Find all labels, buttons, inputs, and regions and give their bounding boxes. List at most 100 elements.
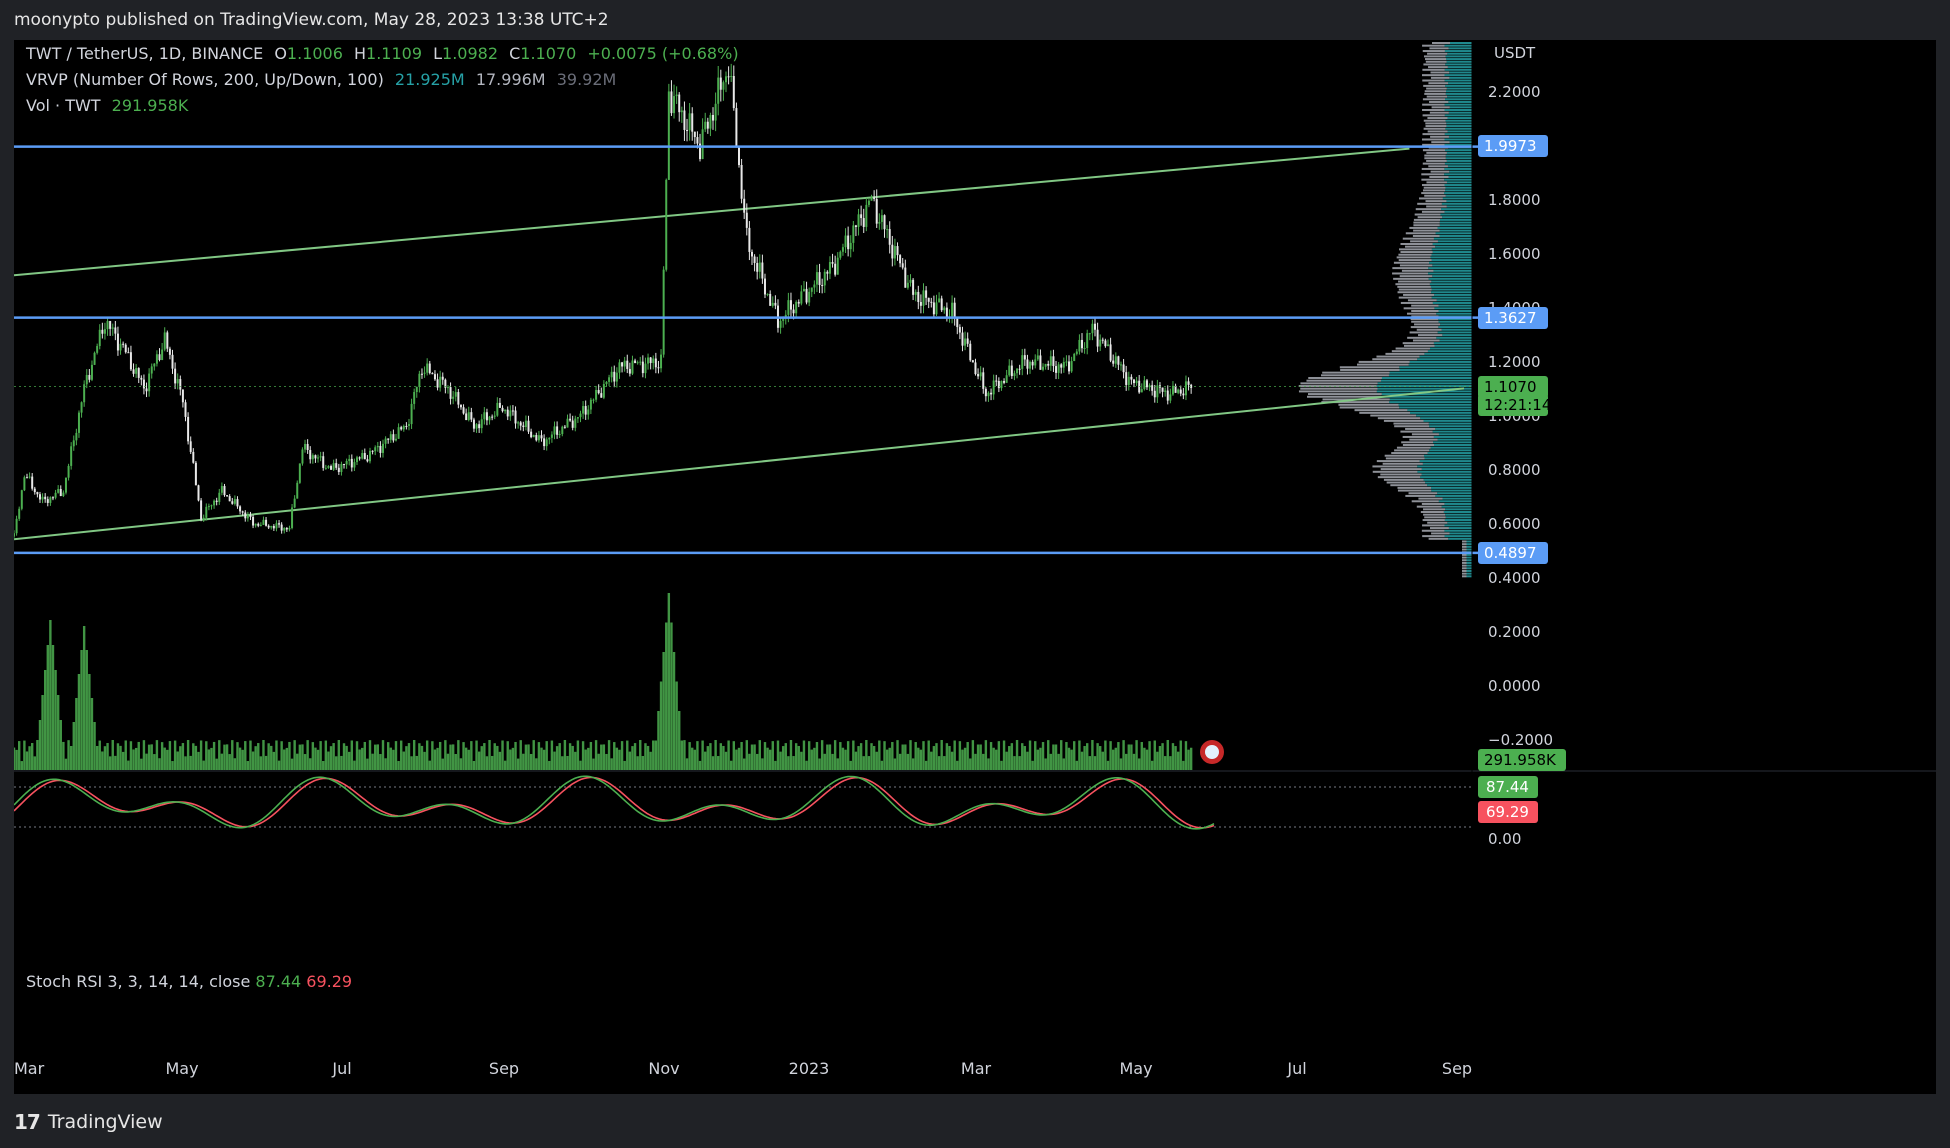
volume-bar [436,747,439,770]
candle-body [98,329,101,347]
candle-body [436,379,439,388]
volume-bar [742,758,746,770]
candle-body [1081,339,1084,349]
vrvp-row-up [1466,540,1472,543]
candle-body [545,439,548,447]
stoch-legend[interactable]: Stoch RSI 3, 3, 14, 14, close 87.44 69.2… [26,972,352,991]
volume-bar [815,742,819,770]
candle-body [163,332,166,350]
volume-bar [163,747,166,770]
vrvp-legend[interactable]: VRVP (Number Of Rows, 200, Up/Down, 100)… [26,70,622,89]
volume-bar [792,756,795,770]
vrvp-row-down [1462,575,1467,578]
vrvp-row-down [1428,82,1449,85]
volume-bar [173,740,177,770]
volume-bar [561,756,564,770]
vrvp-row-up [1445,186,1472,189]
volume-bar [285,747,289,770]
stoch-value-text: 87.44 [1486,778,1529,796]
vrvp-row-down [1418,334,1443,337]
volume-bar [493,743,496,770]
volume-bar [75,698,78,770]
stoch-label[interactable]: Stoch RSI 3, 3, 14, 14, close [26,972,251,991]
candle-body [25,477,28,479]
candle-body [974,362,977,375]
volume-bar [1148,741,1151,770]
candle-body [938,298,941,303]
candle-body [779,320,782,328]
candle-body [496,402,499,416]
vrvp-row-up [1444,173,1472,176]
candle-body [727,76,730,78]
volume-bar [558,743,561,770]
vrvp-row-up [1433,342,1472,345]
candle-body [194,462,197,486]
candle-body [392,434,395,441]
volume-bar [878,740,881,770]
volume-bar [412,740,416,770]
vrvp-row-down [1422,109,1445,111]
volume-bar [1065,742,1068,770]
vrvp-row-down [1426,95,1448,98]
volume-label[interactable]: Vol · TWT [26,96,101,115]
candle-body [244,512,247,519]
candle-body [527,420,530,432]
stoch-k-line [14,775,1215,830]
candle-body [841,247,844,252]
vrvp-row-down [1393,261,1430,264]
symbol-legend[interactable]: TWT / TetherUS, 1D, BINANCE O1.1006 H1.1… [26,44,745,63]
vrvp-row-down [1423,513,1446,516]
time-axis-label: Mar [14,1059,45,1078]
vrvp-label[interactable]: VRVP (Number Of Rows, 200, Up/Down, 100) [26,70,384,89]
candle-body [992,380,995,395]
vrvp-row-down [1422,143,1445,146]
vrvp-row-down [1398,288,1432,291]
candle-body [600,393,603,398]
vrvp-row-down [1397,285,1431,288]
vrvp-row-down [1422,44,1445,47]
price-tick-label: 0.0000 [1488,677,1541,695]
vrvp-row-up [1439,224,1472,227]
candle-body [511,410,514,412]
candle-body [592,399,595,401]
candle-body [330,466,333,470]
candle-body [706,121,709,129]
price-tick-label: 0.6000 [1488,515,1541,533]
vrvp-row-up [1407,409,1472,412]
vrvp-row-up [1399,368,1472,371]
volume-bar [781,746,785,770]
volume-bar [1117,742,1120,770]
candle-body [828,262,831,274]
vrvp-row-down [1410,326,1439,329]
vrvp-row-up [1427,484,1472,487]
volume-bar [88,674,91,770]
candle-body [1171,385,1174,395]
vrvp-row-up [1433,441,1472,444]
candle-body [501,407,504,412]
vrvp-row-down [1358,360,1410,363]
vrvp-row-down [1462,572,1467,575]
vrvp-row-down [1385,352,1425,355]
volume-bar [202,760,205,770]
candle-body [930,301,933,303]
chart-svg[interactable]: USDT2.20001.80001.60001.40001.20001.0000… [14,40,1936,1094]
vrvp-row-up [1429,283,1472,286]
candle-body [114,327,117,334]
candle-body [262,519,265,525]
volume-legend[interactable]: Vol · TWT 291.958K [26,96,194,115]
chart-area[interactable]: USDT2.20001.80001.60001.40001.20001.0000… [14,40,1936,1094]
vrvp-row-up [1444,535,1472,538]
candle-body [498,402,501,408]
candle-body [441,376,444,380]
candle-body [699,143,702,160]
vrvp-row-down [1372,470,1418,473]
vrvp-row-up [1437,438,1472,441]
candle-body [267,525,270,528]
candle-body [756,262,759,272]
symbol-label[interactable]: TWT / TetherUS, 1D, BINANCE [26,44,264,63]
volume-bar [719,743,723,770]
vrvp-row-up [1388,374,1472,377]
volume-bar [423,751,426,770]
candle-body [1104,340,1107,347]
candle-body [984,388,987,397]
